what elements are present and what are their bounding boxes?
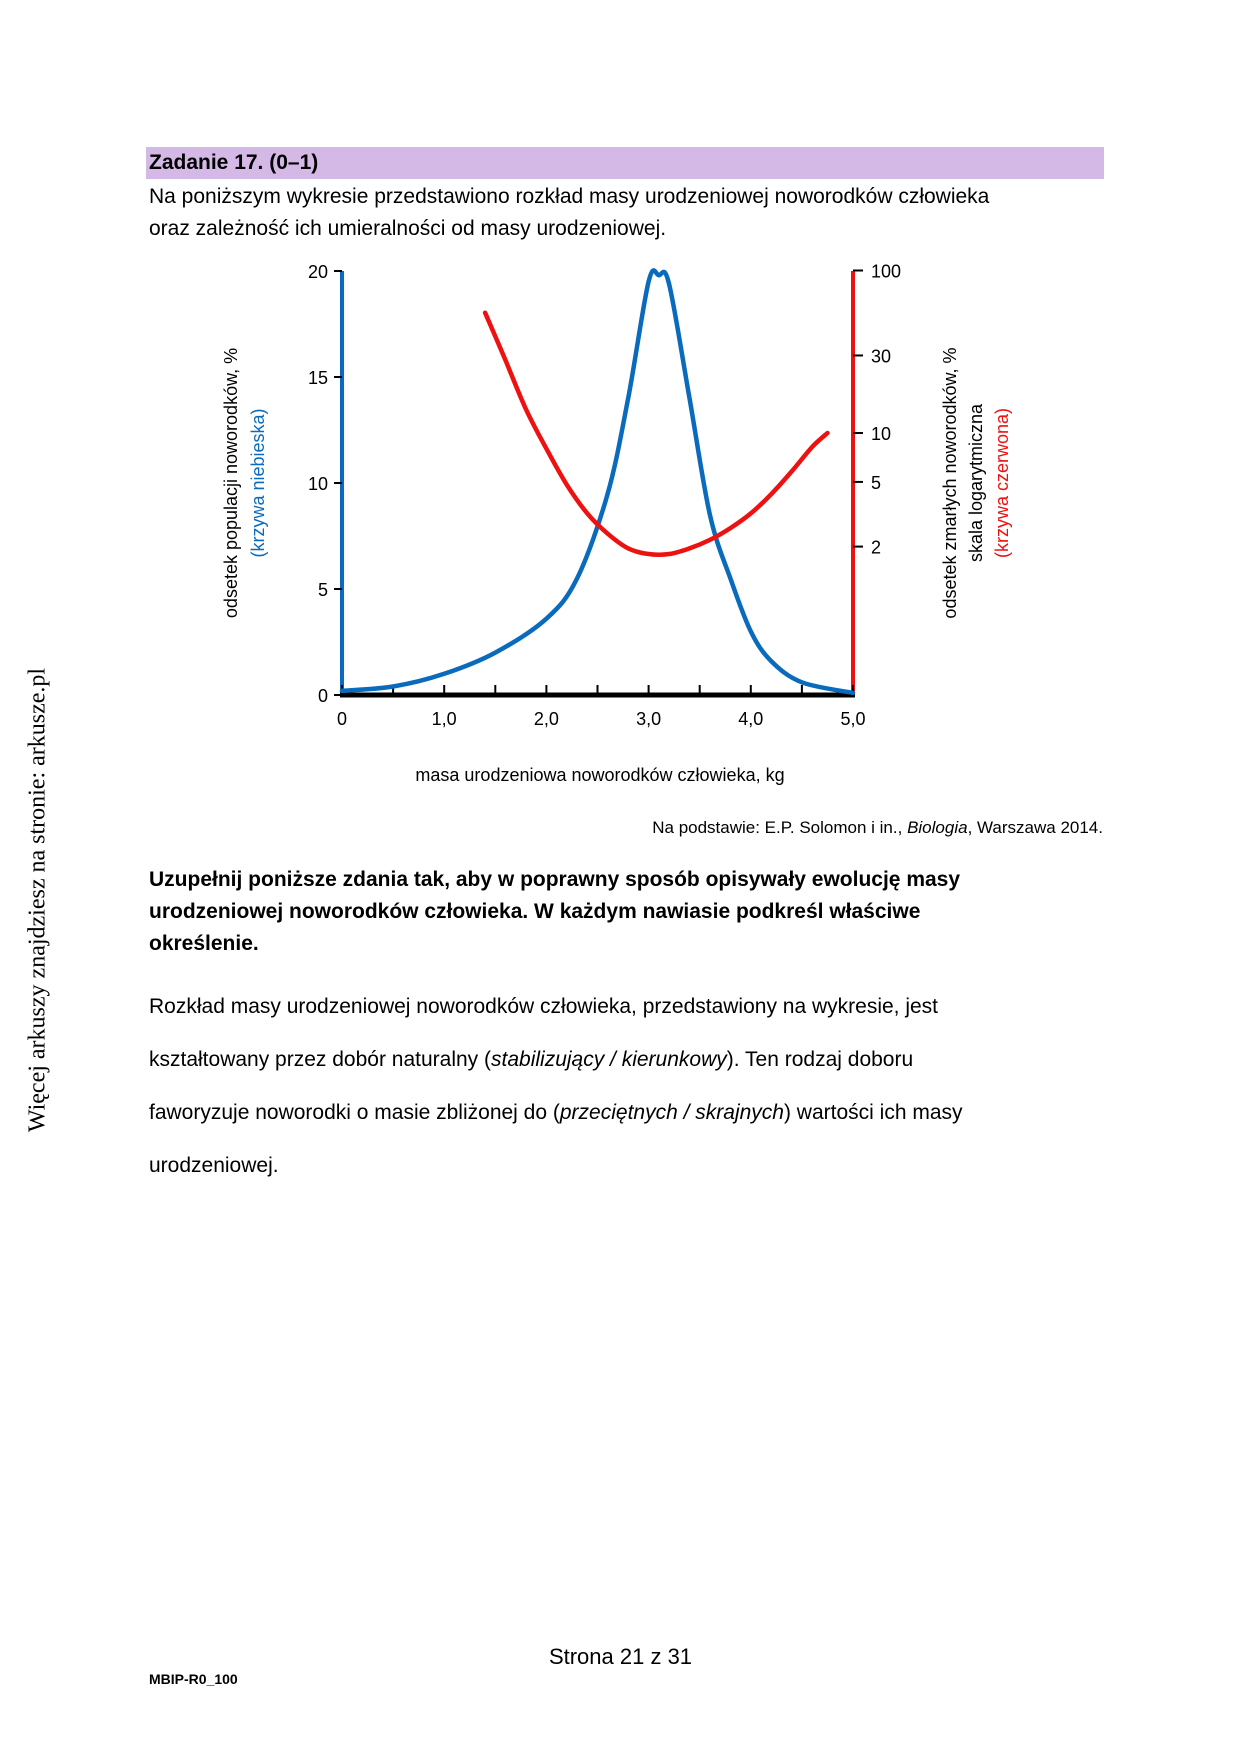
series-line-population	[339, 268, 856, 696]
body-line-3-end: ) wartości ich masy	[783, 1101, 963, 1124]
source-suffix: , Warszawa 2014.	[967, 818, 1103, 837]
exam-code: MBIP-R0_100	[149, 1671, 238, 1687]
intro-line-1: Na poniższym wykresie przedstawiono rozk…	[149, 185, 990, 208]
instruction-line-1: Uzupełnij poniższe zdania tak, aby w pop…	[149, 868, 961, 891]
source-citation: Na podstawie: E.P. Solomon i in., Biolog…	[652, 818, 1103, 838]
x-tick-label: 2,0	[534, 709, 559, 729]
selection-options-1[interactable]: stabilizujący / kierunkowy	[491, 1048, 727, 1071]
body-line-1: Rozkład masy urodzeniowej noworodków czł…	[149, 995, 939, 1018]
body-line-2-start: kształtowany przez dobór naturalny (	[149, 1048, 491, 1071]
right-tick-label: 5	[871, 473, 881, 493]
task-intro: Na poniższym wykresie przedstawiono rozk…	[149, 181, 1099, 245]
task-body: Rozkład masy urodzeniowej noworodków czł…	[149, 980, 1099, 1192]
right-axis-label-3: (krzywa czerwona)	[992, 408, 1012, 558]
right-tick-label: 2	[871, 538, 881, 558]
right-axis-label-2: skala logarytmiczna	[966, 403, 986, 562]
left-tick-label: 15	[308, 368, 328, 388]
chart-axes	[340, 271, 855, 698]
left-tick-label: 20	[308, 262, 328, 282]
side-watermark-text: Więcej arkuszy znajdziesz na stronie: ar…	[24, 667, 51, 1133]
chart: 0 1,0 2,0 3,0 4,0 5,0 20 15 10 5 0 100 30 10 5 2 masa u…	[221, 262, 1012, 786]
task-instruction: Uzupełnij poniższe zdania tak, aby w pop…	[149, 864, 1099, 960]
instruction-line-2: urodzeniowej noworodków człowieka. W każ…	[149, 900, 921, 923]
left-axis-label-1: odsetek populacji noworodków, %	[221, 348, 241, 618]
intro-line-2: oraz zależność ich umieralności od masy …	[149, 217, 667, 240]
right-tick-label: 10	[871, 424, 891, 444]
left-tick-label: 10	[308, 474, 328, 494]
left-tick-label: 0	[318, 686, 328, 706]
x-tick-label: 1,0	[432, 709, 457, 729]
instruction-line-3: określenie.	[149, 932, 259, 955]
side-watermark: Więcej arkuszy znajdziesz na stronie: ar…	[18, 640, 58, 1160]
left-axis-label-2: (krzywa niebieska)	[248, 408, 268, 557]
right-tick-label: 100	[871, 262, 901, 282]
body-line-4: urodzeniowej.	[149, 1154, 279, 1177]
x-axis-label: masa urodzeniowa noworodków człowieka, k…	[415, 765, 784, 785]
task-header: Zadanie 17. (0–1)	[146, 147, 1104, 179]
body-line-2-end: ). Ten rodzaj doboru	[726, 1048, 914, 1071]
right-tick-label: 30	[871, 346, 891, 366]
left-tick-label: 5	[318, 580, 328, 600]
body-line-2: kształtowany przez dobór naturalny (stab…	[149, 1033, 1099, 1086]
body-line-3: faworyzuje noworodki o masie zbliżonej d…	[149, 1086, 1099, 1139]
right-axis-label-1: odsetek zmarłych noworodków, %	[940, 347, 960, 618]
series-line-mortality	[482, 310, 830, 557]
source-prefix: Na podstawie: E.P. Solomon i in.,	[652, 818, 908, 837]
body-line-3-start: faworyzuje noworodki o masie zbliżonej d…	[149, 1101, 560, 1124]
x-tick-label: 4,0	[738, 709, 763, 729]
source-title: Biologia	[907, 818, 968, 837]
x-tick-label: 5,0	[840, 709, 865, 729]
x-tick-label: 0	[337, 709, 347, 729]
x-tick-label: 3,0	[636, 709, 661, 729]
page-number: Strona 21 z 31	[548, 1644, 693, 1669]
selection-options-2[interactable]: przeciętnych / skrajnych	[559, 1101, 784, 1124]
